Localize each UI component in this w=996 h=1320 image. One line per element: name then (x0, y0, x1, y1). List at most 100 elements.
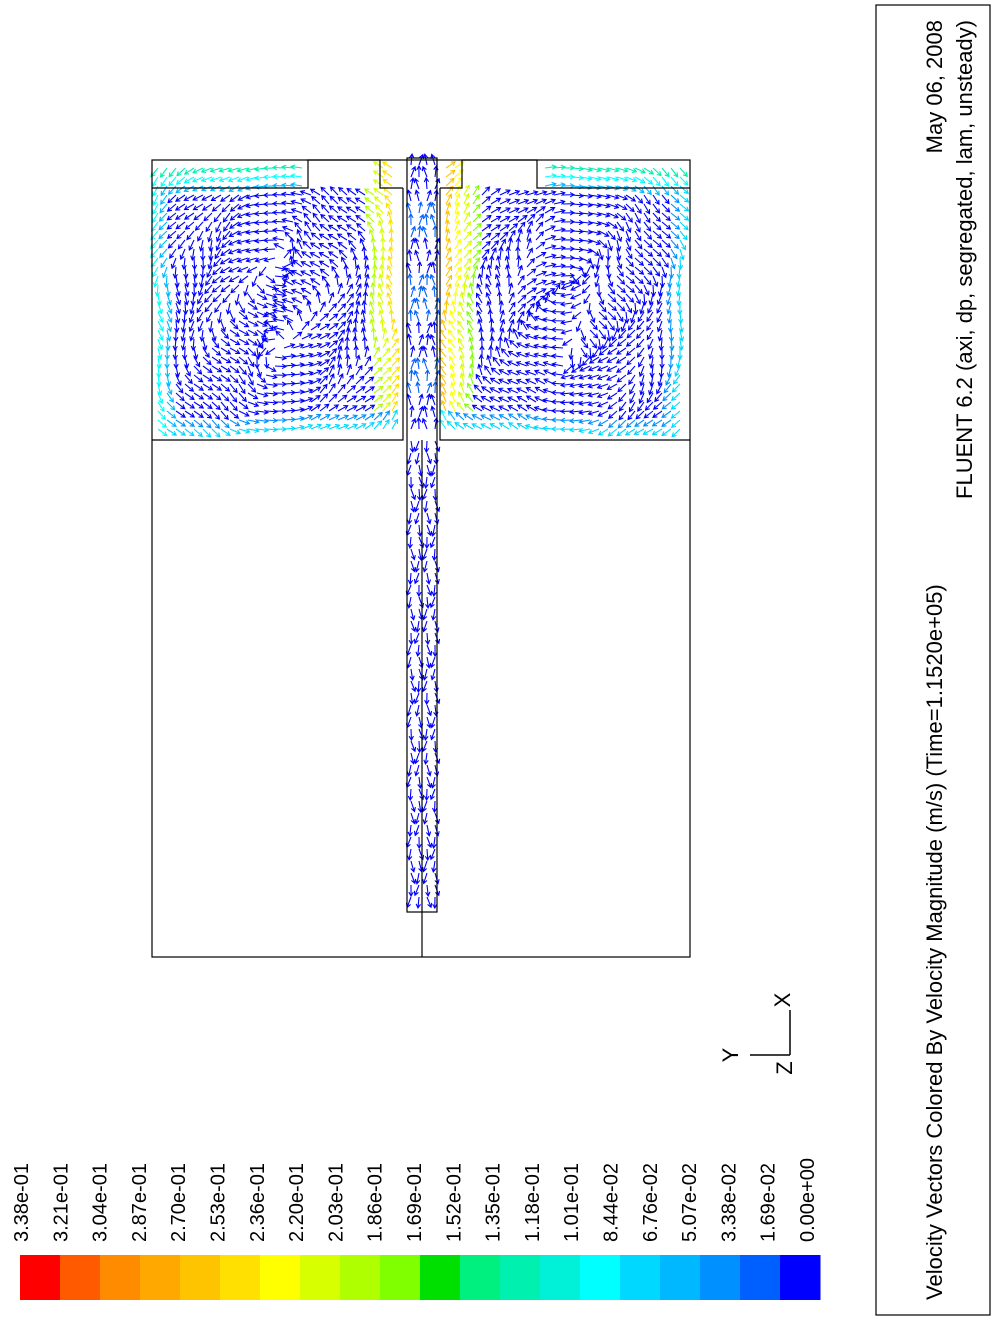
vector (589, 257, 595, 270)
vector (520, 319, 528, 331)
vector (544, 244, 557, 250)
vector (598, 176, 611, 182)
vector (282, 315, 294, 322)
vector (193, 410, 204, 418)
vector (580, 248, 593, 254)
vector (597, 428, 609, 436)
vector (199, 275, 205, 288)
vector (319, 342, 331, 349)
vector (280, 164, 294, 170)
vector (184, 221, 195, 230)
vector (166, 203, 177, 212)
vector (606, 365, 618, 372)
vector (489, 396, 501, 403)
vector (301, 320, 310, 331)
vector (183, 266, 189, 280)
vector (352, 327, 358, 340)
vector (292, 331, 303, 340)
vector (193, 356, 201, 368)
vector (281, 306, 294, 313)
vector (499, 318, 506, 331)
vector (608, 419, 618, 429)
vector (506, 369, 519, 376)
vector (166, 311, 173, 324)
vector (516, 387, 528, 394)
vector (377, 219, 384, 232)
vector (188, 320, 195, 333)
vector (489, 254, 495, 268)
vector (371, 245, 378, 259)
vector (445, 246, 452, 259)
vector (472, 193, 480, 205)
vector (634, 419, 645, 427)
vector (472, 394, 483, 403)
vector (426, 261, 433, 274)
vector (370, 236, 376, 250)
vector (652, 401, 663, 410)
vector (319, 393, 329, 403)
vector (211, 428, 221, 438)
vector (422, 237, 429, 250)
colorbar-label: 1.69e-01 (404, 1163, 426, 1242)
colorbar-swatch (300, 1255, 341, 1300)
vector (372, 336, 379, 349)
vector (319, 333, 331, 340)
vector (471, 423, 483, 430)
vector (346, 301, 354, 313)
vector (423, 440, 430, 454)
vector (294, 248, 303, 259)
vector (379, 264, 385, 277)
vector (166, 419, 177, 428)
vector (236, 266, 249, 273)
vector (355, 414, 367, 421)
vector (156, 374, 162, 388)
vector (550, 344, 564, 351)
vector (413, 884, 420, 897)
vector (352, 317, 359, 331)
vector (598, 320, 608, 330)
vector (422, 620, 428, 633)
vector (183, 203, 195, 211)
vector (676, 293, 682, 307)
vector (447, 338, 456, 349)
vector (580, 338, 589, 349)
vector (462, 422, 474, 430)
vector (301, 343, 314, 349)
vector (337, 414, 350, 421)
vector (615, 320, 621, 334)
vector (553, 254, 567, 260)
vector (236, 221, 249, 227)
vector (337, 196, 348, 205)
vector (220, 419, 230, 429)
vector (480, 405, 492, 412)
vector (634, 284, 643, 295)
vector (587, 428, 600, 435)
vector (192, 266, 198, 279)
vector (445, 256, 452, 268)
vector (290, 173, 303, 179)
vector (220, 248, 231, 257)
vector (386, 283, 393, 295)
vector (560, 374, 573, 380)
vector (458, 345, 465, 358)
vector (236, 212, 249, 219)
vector (377, 282, 384, 295)
vector (525, 324, 537, 331)
vector (410, 560, 416, 573)
vector (587, 419, 600, 425)
vector (525, 387, 537, 394)
vector (301, 414, 314, 421)
vector (409, 404, 415, 418)
vector (431, 584, 437, 598)
vector (597, 419, 609, 427)
vector (328, 414, 340, 421)
vector (559, 408, 573, 415)
vector (563, 365, 573, 375)
vector (569, 382, 582, 389)
vector (321, 194, 330, 205)
vector (209, 167, 222, 173)
vector (517, 198, 530, 205)
vector (559, 390, 573, 397)
colorbar-swatch (20, 1255, 61, 1300)
